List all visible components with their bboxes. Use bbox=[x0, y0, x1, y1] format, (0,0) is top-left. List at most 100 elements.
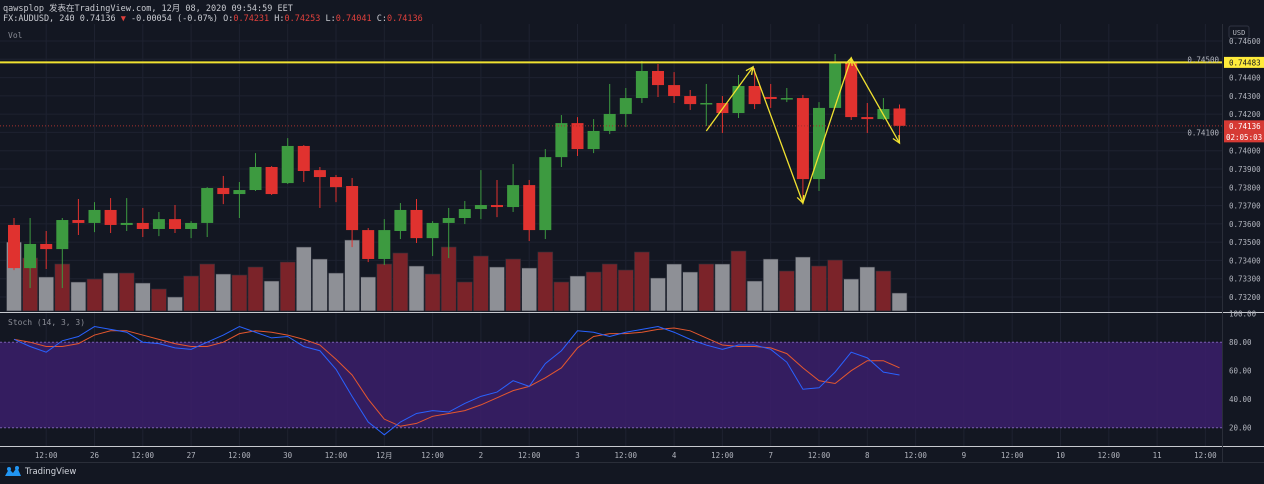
volume-bar bbox=[151, 288, 167, 312]
volume-bar bbox=[489, 266, 505, 312]
volume-bar bbox=[199, 263, 215, 312]
candle-up bbox=[233, 190, 246, 195]
footer-brand[interactable]: TradingView bbox=[4, 466, 76, 477]
candle-down bbox=[297, 145, 310, 172]
stoch-band bbox=[0, 341, 1222, 429]
candle-down bbox=[104, 209, 117, 225]
stoch-tick-label: 20.00 bbox=[1229, 424, 1252, 433]
tradingview-logo-icon bbox=[5, 466, 21, 476]
candle-up bbox=[394, 209, 407, 231]
stoch-label[interactable]: Stoch (14, 3, 3) bbox=[8, 318, 86, 327]
candle-down bbox=[796, 98, 809, 180]
volume-bar bbox=[875, 270, 892, 312]
candle-up bbox=[56, 220, 69, 250]
candle-up bbox=[458, 209, 471, 219]
candle-up bbox=[281, 145, 294, 184]
time-tick-label: 8 bbox=[865, 451, 870, 460]
stoch-tick-label: 60.00 bbox=[1229, 367, 1252, 376]
price-tick-label: 0.74100 bbox=[1187, 128, 1219, 137]
candle-up bbox=[635, 70, 648, 99]
candle-down bbox=[571, 123, 584, 150]
candle-up bbox=[603, 113, 616, 131]
price-tick-label: 0.74300 bbox=[1229, 92, 1261, 101]
time-tick-label: 27 bbox=[187, 451, 196, 460]
volume-bar bbox=[312, 258, 328, 312]
candle-down bbox=[136, 222, 149, 229]
volume-bar bbox=[601, 263, 618, 312]
candle-up bbox=[442, 218, 455, 223]
symbol-legend: FX:AUDUSD, 240 0.74136 ▼ -0.00054 (-0.07… bbox=[3, 14, 423, 24]
price-tick-label: 0.74000 bbox=[1229, 147, 1261, 156]
candle-down bbox=[8, 224, 20, 269]
volume-bar bbox=[730, 250, 747, 312]
volume-bar bbox=[295, 246, 312, 312]
volume-label[interactable]: Vol bbox=[8, 31, 23, 40]
price-tick-label: 0.73900 bbox=[1229, 165, 1261, 174]
volume-bar bbox=[827, 259, 843, 312]
volume-bar bbox=[231, 274, 248, 312]
candle-up bbox=[24, 243, 37, 269]
volume-bar bbox=[167, 296, 183, 312]
candle-up bbox=[780, 98, 793, 100]
candle-down bbox=[523, 185, 536, 231]
volume-bar bbox=[795, 256, 811, 312]
volume-bar bbox=[473, 255, 489, 312]
volume-bar bbox=[569, 275, 586, 312]
candle-down bbox=[346, 186, 359, 231]
candle-down bbox=[217, 188, 230, 195]
hline-price-badge bbox=[1224, 56, 1264, 68]
stoch-tick-label: 40.00 bbox=[1229, 395, 1252, 404]
arrow-head-icon bbox=[892, 135, 901, 145]
price-tick-label: 0.73800 bbox=[1229, 183, 1261, 192]
volume-bar bbox=[344, 239, 360, 312]
time-tick-label: 26 bbox=[90, 451, 100, 460]
volume-bar bbox=[392, 252, 409, 312]
volume-bar bbox=[891, 292, 908, 312]
volume-bar bbox=[38, 276, 55, 312]
last-price-badge bbox=[1224, 120, 1264, 143]
candle-up bbox=[88, 209, 101, 223]
candle-down bbox=[893, 108, 906, 126]
volume-bar bbox=[456, 281, 473, 312]
symbol-info: FX:AUDUSD, 240 0.74136 bbox=[3, 14, 116, 24]
volume-bar bbox=[247, 266, 264, 312]
drawings[interactable] bbox=[0, 56, 1222, 205]
open-value: 0.74231 bbox=[233, 14, 270, 24]
volume-bar bbox=[698, 263, 715, 312]
close-label: C: bbox=[376, 14, 387, 24]
candle-up bbox=[185, 222, 198, 229]
candle-down bbox=[491, 205, 503, 208]
price-tick-label: 0.74600 bbox=[1229, 37, 1261, 46]
bar-countdown-label: 02:05:03 bbox=[1226, 133, 1262, 142]
volume-bar bbox=[215, 273, 232, 312]
publish-info: qawsplop 发表在TradingView.com, 12月 08, 202… bbox=[3, 4, 293, 14]
hline-price-label: 0.74483 bbox=[1229, 58, 1261, 67]
volume-bar bbox=[585, 271, 602, 312]
volume-bar bbox=[70, 281, 87, 312]
time-tick-label: 4 bbox=[672, 451, 677, 460]
candle-down bbox=[362, 230, 375, 259]
low-value: 0.74041 bbox=[335, 14, 372, 24]
time-tick-label: 12:00 bbox=[1098, 451, 1121, 460]
time-tick-label: 12:00 bbox=[228, 451, 251, 460]
time-tick-label: 7 bbox=[768, 451, 773, 460]
volume-bars bbox=[6, 239, 908, 312]
last-price-label: 0.74136 bbox=[1229, 122, 1261, 131]
volume-bar bbox=[505, 258, 521, 312]
time-tick-label: 9 bbox=[962, 451, 967, 460]
price-tick-label: 0.73500 bbox=[1229, 238, 1261, 247]
candle-down bbox=[313, 170, 326, 178]
time-tick-label: 2 bbox=[479, 451, 484, 460]
volume-bar bbox=[778, 270, 795, 312]
candle-down bbox=[748, 85, 761, 105]
candle-up bbox=[474, 205, 487, 210]
candles bbox=[8, 53, 906, 289]
candle-down bbox=[410, 209, 423, 239]
volume-bar bbox=[360, 276, 377, 312]
time-tick-label: 3 bbox=[575, 451, 580, 460]
candle-down bbox=[652, 70, 664, 86]
volume-bar bbox=[279, 261, 296, 312]
price-tick-label: 0.73200 bbox=[1229, 293, 1261, 302]
